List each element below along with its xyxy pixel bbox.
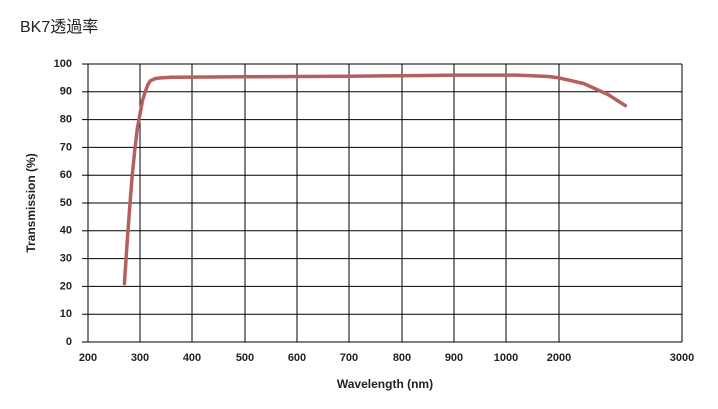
x-tick-label: 400 <box>183 352 201 364</box>
x-tick-label: 200 <box>79 352 97 364</box>
x-tick-label: 300 <box>131 352 149 364</box>
x-axis-label: Wavelength (nm) <box>337 377 433 391</box>
y-axis-label: Transmission (%) <box>24 153 38 252</box>
y-tick-label: 60 <box>60 169 72 181</box>
x-tick-label: 700 <box>340 352 358 364</box>
y-tick-label: 80 <box>60 114 72 126</box>
y-tick-label: 50 <box>60 197 72 209</box>
x-tick-label: 3000 <box>670 352 694 364</box>
y-tick-label: 40 <box>60 225 72 237</box>
x-tick-label: 600 <box>288 352 306 364</box>
x-tick-label: 900 <box>445 352 463 364</box>
y-tick-label: 0 <box>66 336 72 348</box>
x-tick-label: 500 <box>236 352 254 364</box>
y-tick-label: 70 <box>60 141 72 153</box>
y-tick-label: 30 <box>60 253 72 265</box>
y-tick-label: 90 <box>60 86 72 98</box>
data-line <box>122 73 628 286</box>
y-tick-label: 100 <box>54 58 72 70</box>
x-tick-label: 800 <box>393 352 411 364</box>
x-tick-label: 2000 <box>547 352 571 364</box>
chart-title: BK7透過率 <box>20 18 98 36</box>
y-tick-label: 10 <box>60 308 72 320</box>
x-tick-label: 1000 <box>494 352 518 364</box>
y-tick-label: 20 <box>60 280 72 292</box>
